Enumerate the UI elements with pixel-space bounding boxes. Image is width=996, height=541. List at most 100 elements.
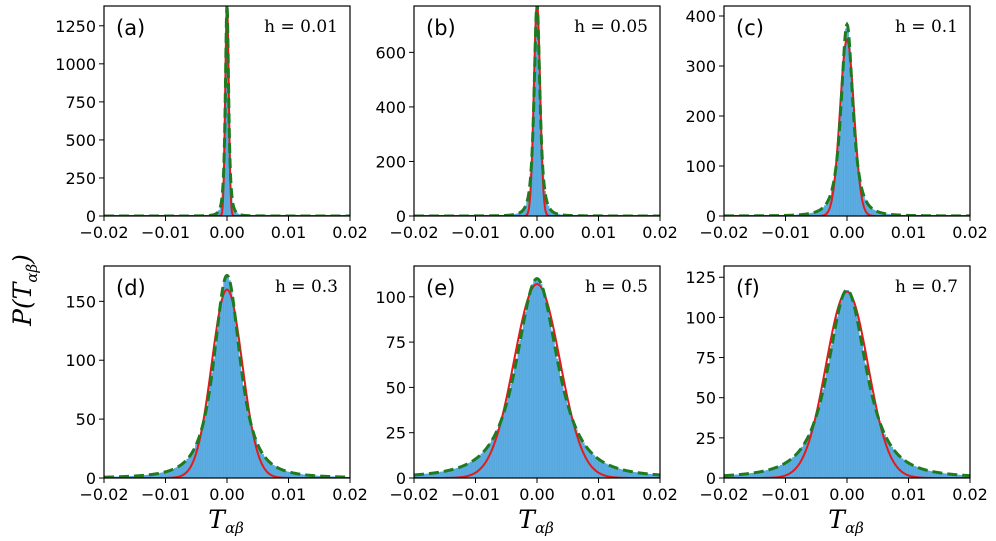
histogram-bar: [205, 406, 208, 478]
histogram-bar: [503, 410, 506, 478]
x-tick-label: −0.01: [141, 223, 190, 242]
histogram-bar: [552, 340, 555, 478]
y-tick-label: 0: [396, 469, 406, 488]
histogram-bar: [545, 303, 548, 478]
x-tick-label: −0.01: [761, 223, 810, 242]
histogram-bar: [582, 442, 585, 478]
panel-label: (f): [736, 276, 760, 300]
histogram-bar: [554, 349, 557, 478]
y-tick-label: 25: [696, 429, 716, 448]
x-tick-label: 0.00: [519, 223, 555, 242]
histogram-bar: [499, 420, 503, 478]
h-value-label: h = 0.5: [585, 277, 648, 297]
histogram-bar: [850, 296, 853, 478]
histogram-bar: [617, 468, 620, 478]
histogram-bar: [489, 442, 492, 478]
histogram-bar: [563, 391, 566, 478]
heavy-tail-fit-line: [414, 277, 660, 477]
histogram-bar: [848, 292, 851, 478]
histogram-bar: [571, 420, 575, 478]
histogram-bar: [478, 455, 481, 478]
histogram-bar: [487, 445, 490, 478]
histogram-bar: [226, 275, 229, 478]
histogram-bar: [186, 458, 189, 478]
x-tick-label: 0.00: [519, 485, 555, 504]
histogram-bar: [221, 288, 224, 478]
gaussian-fit-line: [724, 38, 970, 216]
histogram-bar: [899, 456, 902, 478]
y-tick-label: 1250: [55, 17, 96, 36]
plot-area: [414, 6, 660, 216]
y-axis-title: P(Tαβ): [8, 254, 41, 327]
histogram-bar: [867, 381, 870, 478]
y-tick-label: 100: [685, 308, 716, 327]
x-tick-label: 0.02: [332, 223, 368, 242]
histogram-bar: [193, 448, 196, 478]
h-value-label: h = 0.01: [264, 17, 338, 37]
histogram-bar: [249, 422, 252, 478]
histogram-bar: [526, 303, 529, 478]
histogram-bar: [818, 403, 821, 478]
histogram-bar: [845, 290, 848, 478]
histogram-bar: [841, 296, 844, 478]
histogram-bar: [473, 459, 476, 478]
x-tick-label: −0.01: [141, 485, 190, 504]
histogram-bar: [857, 325, 860, 478]
y-tick-label: 100: [375, 288, 406, 307]
histogram-bar: [211, 372, 214, 478]
histogram-bar: [860, 344, 863, 478]
histogram-bar: [225, 275, 228, 478]
y-tick-label: 50: [386, 378, 406, 397]
x-tick-label: 0.00: [829, 223, 865, 242]
histogram-bar: [244, 396, 247, 478]
histogram-bar: [846, 28, 849, 216]
histogram-bar: [535, 278, 538, 478]
histogram-bar: [524, 312, 527, 478]
histogram-bar: [246, 406, 249, 478]
histogram-bar: [247, 415, 250, 478]
panel-c: −0.02 −0.01 0.00 0.01 0.02 0 100 200 300 400 (c) h …: [685, 5, 988, 242]
histogram-bar: [223, 280, 226, 478]
histogram-bar: [790, 458, 793, 478]
histogram-bar: [536, 278, 539, 478]
histogram-bar: [816, 410, 820, 478]
histogram-bar: [543, 295, 546, 478]
histogram-bar: [522, 321, 525, 478]
x-tick-label: 0.01: [581, 485, 617, 504]
histogram-bar: [510, 383, 513, 478]
y-tick-label: 600: [375, 43, 406, 62]
histogram-bar: [792, 456, 795, 478]
histogram-bar: [901, 458, 904, 478]
histogram-bar: [547, 312, 550, 478]
histogram-bar: [813, 421, 816, 478]
histogram-bar: [506, 398, 510, 478]
histogram-bar: [235, 329, 238, 478]
x-tick-label: 0.02: [332, 485, 368, 504]
histogram-bar: [873, 403, 876, 478]
y-tick-label: 50: [696, 389, 716, 408]
histogram-bar: [233, 314, 236, 478]
y-tick-label: 0: [86, 469, 96, 488]
histogram-bar: [219, 300, 222, 478]
histogram-bar: [836, 316, 839, 478]
x-tick-label: 0.01: [891, 223, 927, 242]
histogram-bar: [866, 372, 869, 478]
histogram-bar: [570, 415, 573, 478]
histogram-bar: [871, 396, 874, 478]
histogram-bar: [831, 344, 834, 478]
y-tick-label: 75: [386, 333, 406, 352]
histogram-bar: [528, 295, 531, 478]
histogram-bar: [542, 289, 545, 478]
histogram-bar: [230, 288, 233, 478]
x-tick-label: 0.02: [642, 485, 678, 504]
histogram-bar: [619, 469, 622, 478]
histogram-bar: [540, 284, 543, 478]
h-value-label: h = 0.05: [574, 17, 648, 37]
x-tick-label: −0.02: [389, 485, 438, 504]
h-value-label: h = 0.3: [275, 277, 338, 297]
histogram-bar: [529, 289, 532, 478]
histogram-bar: [596, 458, 599, 478]
histogram-bar: [825, 372, 828, 478]
histogram-bar: [237, 344, 240, 478]
